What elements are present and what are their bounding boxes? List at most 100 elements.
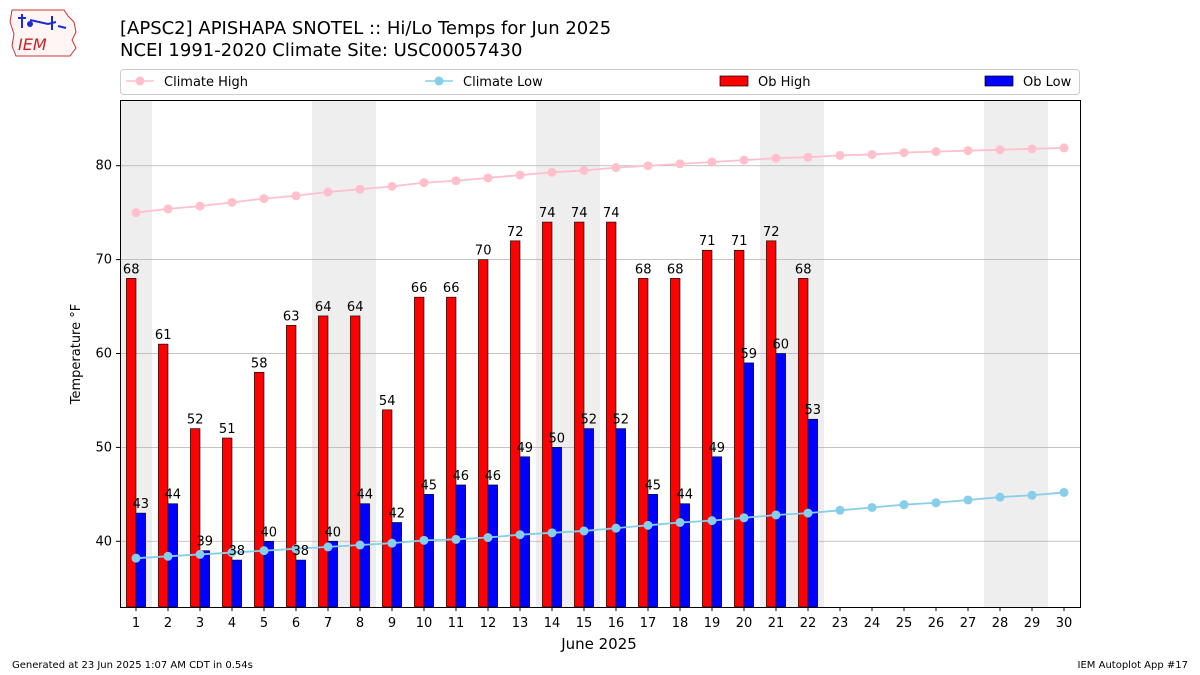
ob-high-bar-day-14 xyxy=(542,221,553,608)
climate-high-point-day-3 xyxy=(195,201,205,211)
x-tick-label-7: 7 xyxy=(324,616,332,631)
x-tick-label-3: 3 xyxy=(196,616,204,631)
climate-high-point-day-23 xyxy=(835,150,845,160)
ob-low-value-label-day-17: 45 xyxy=(645,478,662,493)
ob-low-value-label-day-12: 46 xyxy=(485,469,502,484)
ob-high-bar-day-3 xyxy=(190,428,201,608)
y-gridlines xyxy=(120,165,1080,542)
climate-low-point-day-7 xyxy=(323,542,333,552)
ob-high-value-label-day-15: 74 xyxy=(571,206,588,221)
ob-high-value-label-day-14: 74 xyxy=(539,206,556,221)
ob-high-value-label-day-2: 61 xyxy=(155,328,172,343)
x-tick-label-30: 30 xyxy=(1056,616,1073,631)
observed-bars xyxy=(126,221,818,608)
climate-high-point-day-24 xyxy=(867,149,877,159)
ob-high-value-label-day-16: 74 xyxy=(603,206,620,221)
legend-climate-high-label: Climate High xyxy=(164,75,248,90)
ob-low-value-label-day-13: 49 xyxy=(517,441,534,456)
climate-low-point-day-17 xyxy=(643,520,653,530)
climate-low-point-day-11 xyxy=(451,534,461,544)
climate-low-point-day-6 xyxy=(291,544,301,554)
x-tick-label-14: 14 xyxy=(544,616,561,631)
climate-low-point-day-8 xyxy=(355,540,365,550)
x-tick-label-9: 9 xyxy=(388,616,396,631)
x-tick-label-5: 5 xyxy=(260,616,268,631)
iowa-state-outline xyxy=(9,9,77,57)
climate-low-point-day-2 xyxy=(163,551,173,561)
chart-legend: Climate High Climate Low Ob High Ob Low xyxy=(120,69,1080,95)
x-tick-label-25: 25 xyxy=(896,616,913,631)
climate-high-point-day-30 xyxy=(1059,143,1069,153)
climate-high-point-day-15 xyxy=(579,165,589,175)
climate-high-point-day-27 xyxy=(963,146,973,156)
ob-high-bar-day-20 xyxy=(734,249,745,608)
climate-high-point-day-16 xyxy=(611,163,621,173)
legend-ob-low-swatch xyxy=(984,75,1014,87)
ob-high-bar-day-18 xyxy=(670,278,681,608)
climate-low-point-day-12 xyxy=(483,533,493,543)
ob-high-value-label-day-13: 72 xyxy=(507,225,524,240)
climate-low-point-day-19 xyxy=(707,516,717,526)
climate-high-point-day-20 xyxy=(739,155,749,165)
y-tick-label-50: 50 xyxy=(95,440,112,455)
x-axis-label: June 2025 xyxy=(560,635,637,653)
ob-low-bar-day-17 xyxy=(647,494,658,608)
ob-high-value-label-day-5: 58 xyxy=(251,356,268,371)
ob-high-bar-day-8 xyxy=(350,315,361,608)
climate-low-point-day-10 xyxy=(419,535,429,545)
y-tick-label-70: 70 xyxy=(95,253,112,268)
ob-high-bar-day-19 xyxy=(702,249,713,608)
weather-station-icon xyxy=(18,14,67,30)
ob-low-bar-day-6 xyxy=(295,559,306,608)
climate-low-point-day-15 xyxy=(579,526,589,536)
ob-low-value-label-day-6: 38 xyxy=(293,544,310,559)
ob-low-value-label-day-4: 38 xyxy=(229,544,246,559)
climate-high-point-day-1 xyxy=(131,208,141,218)
x-tick-label-16: 16 xyxy=(608,616,625,631)
x-tick-label-2: 2 xyxy=(164,616,172,631)
plot-frame xyxy=(120,100,1081,608)
x-tick-label-1: 1 xyxy=(132,616,140,631)
climate-high-point-day-29 xyxy=(1027,144,1037,154)
climate-high-point-day-8 xyxy=(355,184,365,194)
ob-high-bar-day-21 xyxy=(766,240,777,608)
ob-high-value-label-day-9: 54 xyxy=(379,394,396,409)
climate-high-point-day-19 xyxy=(707,157,717,167)
x-tick-label-13: 13 xyxy=(512,616,529,631)
ob-low-value-label-day-2: 44 xyxy=(165,488,182,503)
ob-high-value-label-day-1: 68 xyxy=(123,262,140,277)
climate-high-point-day-21 xyxy=(771,153,781,163)
climate-high-point-day-10 xyxy=(419,178,429,188)
ob-low-bar-day-8 xyxy=(359,503,370,608)
x-tick-label-23: 23 xyxy=(832,616,849,631)
climate-low-point-day-22 xyxy=(803,508,813,518)
ob-high-value-label-day-12: 70 xyxy=(475,244,492,259)
y-tick-label-60: 60 xyxy=(95,347,112,362)
climate-low-point-day-9 xyxy=(387,538,397,548)
climate-low-point-day-24 xyxy=(867,502,877,512)
ob-low-bar-day-3 xyxy=(199,550,210,608)
ob-low-value-label-day-19: 49 xyxy=(709,441,726,456)
ob-low-value-label-day-18: 44 xyxy=(677,488,694,503)
footer-generated-text: Generated at 23 Jun 2025 1:07 AM CDT in … xyxy=(12,660,253,671)
chart-title: [APSC2] APISHAPA SNOTEL :: Hi/Lo Temps f… xyxy=(120,18,612,39)
climate-low-point-day-29 xyxy=(1027,490,1037,500)
ob-high-value-label-day-21: 72 xyxy=(763,225,780,240)
ob-low-bar-day-21 xyxy=(775,353,786,608)
climate-high-point-day-22 xyxy=(803,152,813,162)
legend-ob-low-label: Ob Low xyxy=(1023,75,1072,90)
legend-ob-high-label: Ob High xyxy=(758,75,811,90)
climate-high-point-day-17 xyxy=(643,161,653,171)
ob-low-value-label-day-14: 50 xyxy=(549,431,566,446)
ob-low-bar-day-4 xyxy=(231,559,242,608)
legend-climate-high-marker xyxy=(135,76,145,86)
x-tick-label-27: 27 xyxy=(960,616,977,631)
ob-high-value-label-day-3: 52 xyxy=(187,413,204,428)
ob-low-value-label-day-9: 42 xyxy=(389,507,406,522)
ob-low-bar-day-15 xyxy=(583,428,594,608)
ob-low-bar-day-10 xyxy=(423,494,434,608)
climate-low-point-day-13 xyxy=(515,530,525,540)
ob-high-bar-day-4 xyxy=(222,437,233,608)
climate-lines xyxy=(131,143,1069,563)
ob-high-value-label-day-10: 66 xyxy=(411,281,428,296)
